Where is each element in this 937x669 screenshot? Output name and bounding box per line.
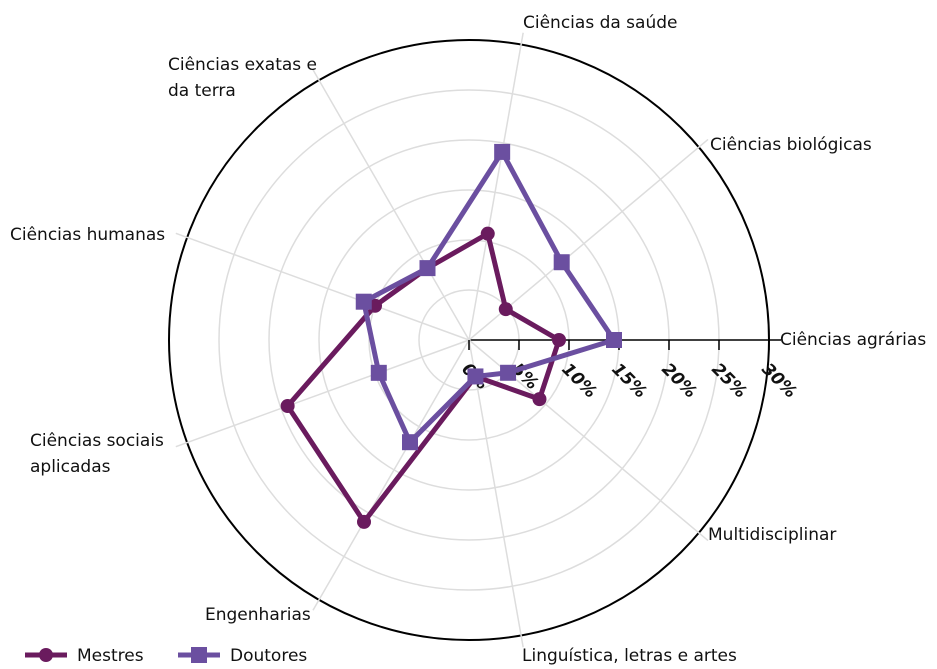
series-line <box>285 231 562 525</box>
marker <box>419 260 436 277</box>
category-label: Multidisciplinar <box>708 525 837 545</box>
marker <box>402 434 418 451</box>
legend-label: Mestres <box>77 646 144 664</box>
category-label: Ciências sociais aplicadas <box>30 431 164 477</box>
legend-marker <box>191 647 207 663</box>
category-label: Ciências agrárias <box>780 330 927 350</box>
spoke <box>468 32 524 341</box>
category-label: Ciências da saúde <box>523 13 678 33</box>
marker <box>370 364 387 381</box>
category-label: Engenharias <box>205 605 311 625</box>
marker <box>532 392 547 407</box>
category-label: Ciências exatas e da terra <box>168 55 318 101</box>
spoke <box>175 339 470 448</box>
spoke <box>468 339 524 648</box>
marker <box>606 332 622 348</box>
category-label: Linguística, letras e artes <box>522 646 737 666</box>
spoke <box>312 339 470 611</box>
marker <box>498 302 513 317</box>
marker <box>467 368 484 385</box>
tick-label: 20% <box>657 359 700 402</box>
series-line <box>361 149 617 445</box>
marker <box>280 399 295 414</box>
marker <box>494 143 511 160</box>
marker <box>553 254 570 271</box>
tick-label: 10% <box>557 359 600 402</box>
category-label: Ciências humanas <box>10 225 166 245</box>
marker <box>355 293 372 310</box>
marker <box>552 333 566 347</box>
marker <box>480 226 495 241</box>
tick-label: 25% <box>707 359 750 402</box>
category-label: Ciências biológicas <box>710 135 872 155</box>
marker <box>500 364 517 381</box>
legend-label: Doutores <box>230 646 307 664</box>
spoke <box>175 232 470 341</box>
marker <box>357 514 371 529</box>
spoke <box>312 69 470 341</box>
legend-marker <box>39 648 53 662</box>
